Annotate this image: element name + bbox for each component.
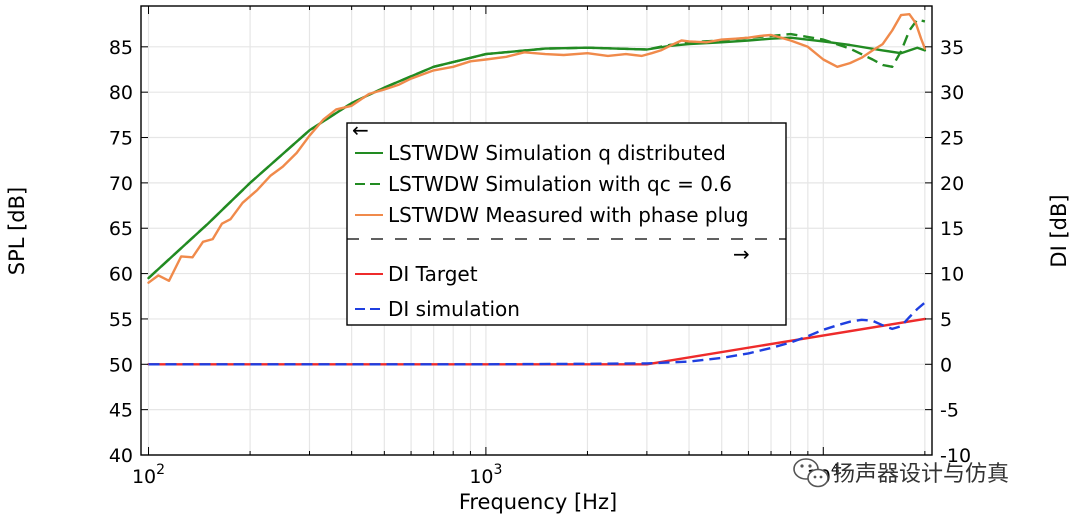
legend-right-arrow: → — [733, 242, 750, 266]
y2-tick-label: 35 — [940, 37, 964, 59]
legend: ← LSTWDW Simulation q distributed LSTWDW… — [346, 118, 787, 326]
x-axis-title: Frequency [Hz] — [459, 490, 617, 514]
y-tick-label: 55 — [109, 309, 133, 331]
x-tick-label: 103 — [469, 462, 502, 488]
legend-label-sim-qc: LSTWDW Simulation with qc = 0.6 — [388, 172, 732, 196]
y2-tick-label: 0 — [940, 354, 952, 376]
legend-label-di-simulation: DI simulation — [388, 297, 520, 321]
tick-marks — [141, 6, 932, 456]
y-tick-label: 50 — [109, 354, 133, 376]
legend-label-di-target: DI Target — [388, 262, 478, 286]
y-tick-label: 45 — [109, 400, 133, 422]
y2-tick-label: 30 — [940, 82, 964, 104]
y2-tick-label: -10 — [940, 445, 971, 467]
y2-tick-label: 25 — [940, 128, 964, 150]
x-tick-label: 102 — [132, 462, 165, 488]
y2-tick-label: 20 — [940, 173, 964, 195]
watermark-text: 扬声器设计与仿真 — [833, 462, 1009, 487]
right-axis-tick-labels: -10 -5 0 5 10 15 20 25 30 35 — [940, 37, 971, 467]
left-axis-tick-labels: 40 45 50 55 60 65 70 75 80 85 — [109, 37, 133, 467]
legend-left-arrow: ← — [352, 118, 369, 142]
y-tick-label: 75 — [109, 128, 133, 150]
y2-tick-label: 5 — [940, 309, 952, 331]
wechat-icon — [793, 458, 829, 488]
y2-axis-title: DI [dB] — [1047, 194, 1071, 267]
y-axis-title: SPL [dB] — [5, 187, 29, 276]
y2-tick-label: 15 — [940, 218, 964, 240]
watermark: 扬声器设计与仿真 — [793, 458, 1009, 488]
y-tick-label: 80 — [109, 82, 133, 104]
series-measured — [147, 12, 927, 284]
y-tick-label: 85 — [109, 37, 133, 59]
y-tick-label: 60 — [109, 264, 133, 286]
legend-label-measured: LSTWDW Measured with phase plug — [388, 203, 749, 227]
y2-tick-label: -5 — [940, 400, 959, 422]
legend-box — [346, 122, 787, 326]
series-di-simulation — [148, 301, 926, 366]
plot-border — [140, 5, 933, 456]
y-tick-label: 70 — [109, 173, 133, 195]
series-layer — [147, 12, 927, 366]
plot-frame — [140, 5, 933, 456]
x-axis-tick-labels: 102103104 — [132, 462, 840, 488]
y-tick-label: 65 — [109, 218, 133, 240]
y2-tick-label: 10 — [940, 264, 964, 286]
y-tick-label: 40 — [109, 445, 133, 467]
legend-label-sim-q-distributed: LSTWDW Simulation q distributed — [388, 141, 726, 165]
